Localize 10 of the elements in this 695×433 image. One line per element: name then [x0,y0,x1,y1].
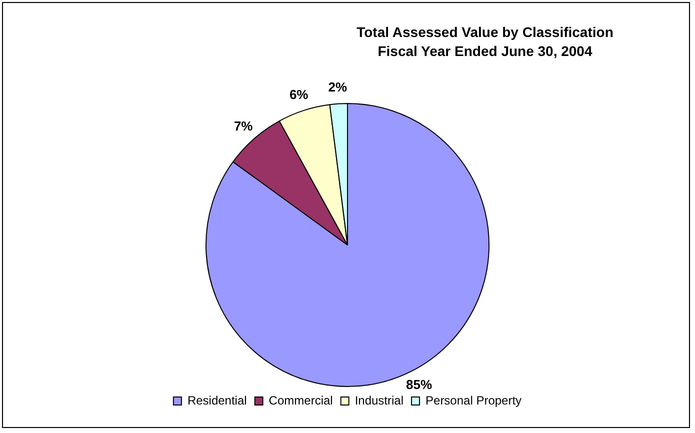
data-label: 7% [234,118,254,134]
data-label: 2% [328,79,348,94]
legend-label: Commercial [268,393,333,408]
legend-label: Personal Property [426,393,522,408]
data-label: 85% [406,376,432,392]
chart-title: Total Assessed Value by Classification [356,24,614,40]
chart-subtitle: Fiscal Year Ended June 30, 2004 [376,43,594,59]
legend-label: Residential [187,393,247,408]
legend-label: Industrial [354,393,404,408]
data-label: 6% [289,86,309,102]
